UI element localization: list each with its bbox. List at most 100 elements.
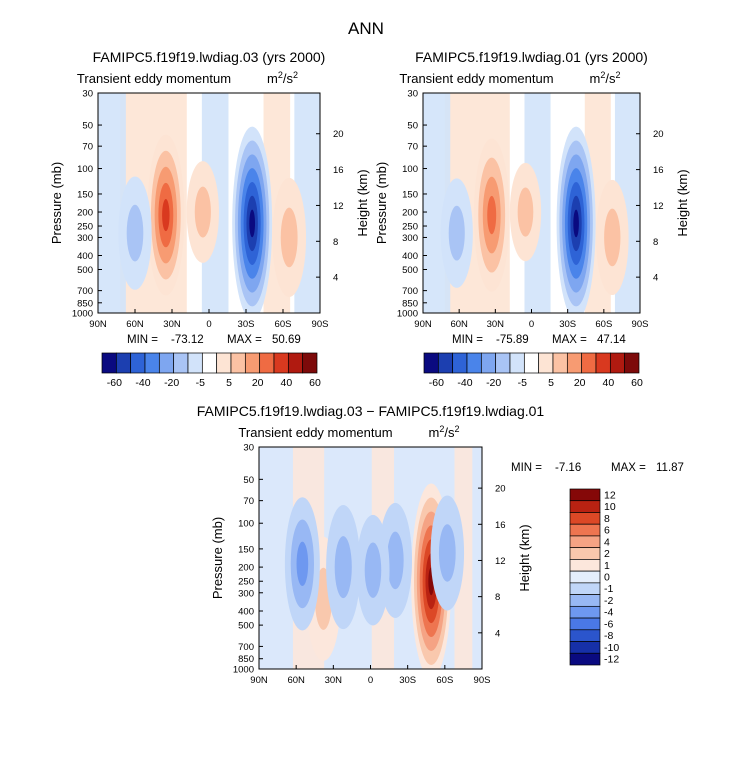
max-label: MAX = [227,334,262,346]
colorbar-swatch [259,352,275,374]
units-denominator: /s [444,425,455,440]
field-subtitle: Transient eddy momentum [238,425,392,440]
y2-tick-label: 20 [653,129,664,140]
y2-axis-label: Height (km) [355,169,370,236]
x-tick-label: 30N [325,675,343,686]
y-tick-label: 850 [238,654,254,665]
colorbar-label: 5 [226,377,232,389]
x-tick-label: 90N [250,675,268,686]
colorbar-label: -60 [107,377,122,389]
colorbar-label: 40 [602,377,614,389]
colorbar-label: -8 [604,630,613,642]
colorbar-swatch [569,500,601,513]
min-value: -75.89 [496,334,529,346]
y-axis-label: Pressure (mb) [49,162,64,244]
units-exponent: 2 [454,424,459,434]
y2-tick-label: 20 [333,129,344,140]
negative-contour [573,209,579,238]
y-tick-label: 200 [238,563,254,574]
y-tick-label: 50 [243,475,254,486]
page-title: ANN [348,19,384,38]
colorbar: -60 -40 -20 -5 5 20 40 60 [101,352,321,389]
colorbar-label: -40 [457,377,472,389]
x-tick-label: 30N [487,319,505,330]
y-tick-label: 30 [407,89,418,100]
y2-tick-label: 8 [333,237,338,248]
y-tick-label: 850 [77,298,93,309]
colorbar-swatch [423,352,439,374]
colorbar-label: -20 [486,377,501,389]
y-tick-label: 300 [238,588,254,599]
colorbar-swatch [581,352,597,374]
colorbar-label: 12 [604,489,616,501]
x-tick-label: 60N [126,319,144,330]
max-label: MAX = [552,334,587,346]
positive-contour [487,195,497,235]
colorbar-swatch [569,605,601,619]
y2-tick-label: 16 [333,165,344,176]
colorbar-label: 60 [309,377,321,389]
y-tick-label: 30 [82,89,93,100]
y2-tick-label: 12 [653,201,664,212]
y-tick-label: 300 [77,233,93,244]
x-tick-label: 60N [450,319,468,330]
x-tick-label: 90N [414,319,432,330]
colorbar-label: 20 [252,377,264,389]
colorbar-swatch [569,570,601,584]
colorbar-swatch [452,352,468,374]
y-tick-label: 400 [402,251,418,262]
y2-axis-label: Height (km) [517,524,532,591]
colorbar-label: 10 [604,501,616,513]
colorbar-label: 6 [604,525,610,537]
y-tick-label: 1000 [233,665,254,676]
colorbar-label: -40 [135,377,150,389]
colorbar-label: 40 [280,377,292,389]
contour-field [423,93,640,313]
y-tick-label: 700 [402,286,418,297]
colorbar-label: 5 [548,377,554,389]
contour-field [98,93,320,313]
y-tick-label: 250 [238,577,254,588]
colorbar-label: -20 [164,377,179,389]
colorbar-swatch [569,617,601,631]
colorbar-swatch [480,352,497,374]
units-exponent: 2 [293,70,298,80]
y-tick-label: 30 [243,443,254,454]
colorbar-swatch [569,547,601,560]
negative-contour [249,209,256,238]
y-tick-label: 300 [402,233,418,244]
y-tick-label: 850 [402,298,418,309]
colorbar-label: -5 [518,377,527,389]
colorbar-swatch [115,352,132,374]
min-label: MIN = [511,462,542,474]
y-tick-label: 100 [77,164,93,175]
colorbar-swatch [437,352,454,374]
positive-contour [517,187,534,237]
colorbar-swatch [144,352,160,374]
negative-contour [448,205,465,261]
units-base: m [267,71,278,86]
colorbar-swatch [569,535,601,549]
colorbar-swatch [244,352,261,374]
units-base: m [590,71,601,86]
colorbar-swatch [466,352,482,374]
units-denominator: /s [605,71,616,86]
y2-tick-label: 4 [333,273,338,284]
negative-contour [126,204,144,262]
colorbar-swatch [509,352,525,374]
x-tick-label: 90N [89,319,107,330]
chart-panel-2: FAMIPC5.f19f19.lwdiag.01 (yrs 2000) Trans… [374,49,690,389]
max-value: 47.14 [597,334,626,346]
colorbar-swatch [569,559,601,572]
colorbar-swatch [624,352,640,374]
y2-tick-label: 16 [653,165,664,176]
y-tick-label: 200 [402,208,418,219]
colorbar-label: -4 [604,607,613,619]
colorbar-swatch [287,352,304,374]
y2-axis-label: Height (km) [675,169,690,236]
colorbar-swatch [101,352,117,374]
colorbar-swatch [495,352,511,374]
colorbar-swatch [569,641,601,654]
y-tick-label: 500 [402,265,418,276]
